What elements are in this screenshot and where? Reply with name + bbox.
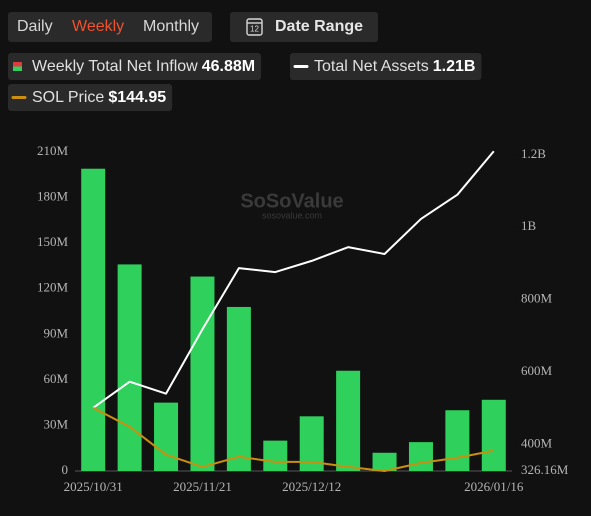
y-tick-label: 120M <box>37 280 69 295</box>
legend-name: Total Net Assets <box>314 58 429 75</box>
legend-value: $144.95 <box>108 89 166 106</box>
legend-name: Weekly Total Net Inflow <box>32 58 198 75</box>
line <box>92 150 495 409</box>
bar <box>226 306 251 471</box>
y-tick-label: 150M <box>37 234 69 249</box>
y2-tick-label: 1B <box>521 218 537 233</box>
bar <box>81 168 106 471</box>
y-tick-label: 30M <box>43 416 68 431</box>
x-tick-label: 2025/10/31 <box>64 479 123 494</box>
y-tick-label: 0 <box>62 462 69 477</box>
legend-chip <box>8 84 173 111</box>
bar <box>117 264 142 471</box>
x-tick-label: 2025/11/21 <box>173 479 232 494</box>
y2-tick-label: 400M <box>521 435 553 450</box>
calendar-icon <box>246 18 263 36</box>
legend-value: 1.21B <box>433 58 476 75</box>
y-tick-label: 180M <box>37 189 69 204</box>
y2-tick-label: 600M <box>521 363 553 378</box>
period-tab[interactable]: Monthly <box>143 18 199 35</box>
bar <box>481 399 506 471</box>
watermark-sub: sosovalue.com <box>262 210 322 220</box>
legend-name: SOL Price <box>32 89 104 106</box>
bar <box>408 442 433 471</box>
legend-item: Weekly Total Net Inflow 46.88M <box>8 53 262 80</box>
y2-tick-label: 1.2B <box>521 146 546 161</box>
bar <box>336 370 361 471</box>
y-tick-label: 60M <box>43 371 68 386</box>
bar <box>154 402 179 471</box>
watermark: SoSoValue <box>240 190 343 212</box>
period-tab[interactable]: Weekly <box>72 18 124 35</box>
y-tick-label: 90M <box>43 325 68 340</box>
bar <box>445 410 470 471</box>
legend-item: Total Net Assets 1.21B <box>290 53 482 80</box>
y-tick-label: 210M <box>37 143 69 158</box>
bar <box>263 440 288 471</box>
legend-icon <box>13 62 22 67</box>
legend-chip <box>8 53 262 80</box>
bar <box>190 276 215 471</box>
legend-icon <box>13 66 22 71</box>
calendar-icon-day: 12 <box>250 25 259 34</box>
legend-chip <box>290 53 482 80</box>
bar <box>372 452 397 471</box>
x-tick-label: 2026/01/16 <box>464 479 524 494</box>
legend-value: 46.88M <box>202 58 255 75</box>
y2-tick-label: 326.16M <box>521 462 569 477</box>
date-range-label[interactable]: Date Range <box>275 18 363 35</box>
date-range-button[interactable] <box>230 12 378 42</box>
line <box>92 406 494 472</box>
x-tick-label: 2025/12/12 <box>282 479 341 494</box>
y2-tick-label: 800M <box>521 291 553 306</box>
period-tabs <box>8 12 212 42</box>
period-tab[interactable]: Daily <box>17 18 53 35</box>
legend-item: SOL Price $144.95 <box>8 84 173 111</box>
